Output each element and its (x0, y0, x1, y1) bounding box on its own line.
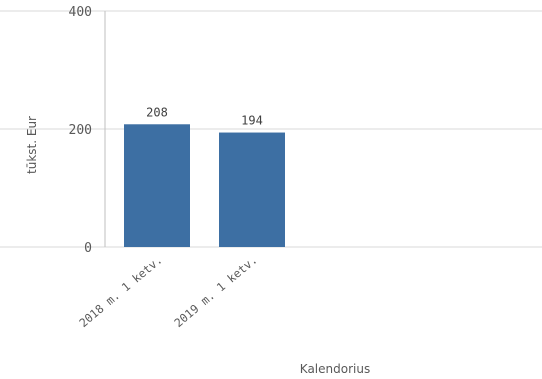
bar-2 (219, 132, 285, 247)
x-category-label-1: 2018 m. 1 ketv. (76, 253, 165, 330)
data-labels: 208 194 (146, 105, 263, 127)
x-axis-categories: 2018 m. 1 ketv. 2019 m. 1 ketv. (76, 253, 260, 330)
y-tick-label-1: 200 (69, 123, 92, 138)
data-label-1: 208 (146, 105, 168, 119)
bar-1 (124, 124, 190, 247)
data-label-2: 194 (241, 114, 263, 128)
y-tick-label-2: 400 (69, 5, 92, 20)
x-category-label-2: 2019 m. 1 ketv. (171, 253, 260, 330)
bars (124, 124, 285, 247)
x-axis-title: Kalendorius (300, 362, 370, 376)
y-axis-ticks: 0 200 400 (69, 5, 92, 256)
y-axis-title: tūkst. Eur (25, 116, 39, 174)
y-tick-label-0: 0 (84, 241, 92, 256)
